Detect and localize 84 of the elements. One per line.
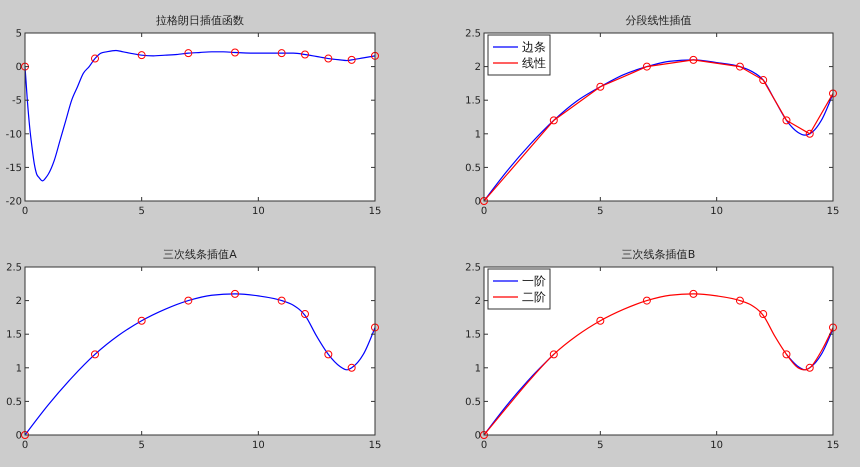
y-tick-label: 0.5 (465, 162, 481, 174)
point (301, 310, 309, 318)
y-tick-label: 2.5 (6, 262, 22, 274)
point (138, 51, 146, 60)
y-tick-label: 5 (16, 28, 22, 40)
x-tick-label: 10 (252, 206, 265, 217)
y-tick-label: 0 (474, 196, 481, 208)
y-tick-label: 1 (474, 129, 481, 140)
chart-title: 分段线性插值 (626, 14, 692, 27)
point (21, 62, 29, 71)
point (371, 323, 379, 332)
x-tick-label: 5 (138, 440, 145, 451)
y-tick-label: 1 (474, 363, 481, 374)
point (689, 56, 698, 64)
point (21, 431, 29, 439)
point (480, 431, 488, 439)
x-tick-label: 15 (826, 206, 840, 217)
point (642, 62, 651, 71)
point (348, 364, 356, 372)
y-tick-label: 1.5 (465, 96, 481, 107)
y-tick-label: -15 (6, 162, 22, 174)
x-tick-label: 10 (252, 440, 265, 451)
y-tick-label: 2 (16, 296, 22, 308)
point (301, 50, 309, 59)
point (759, 76, 768, 84)
point (324, 350, 332, 358)
point (550, 350, 558, 358)
x-tick-label: 15 (368, 440, 382, 451)
point (348, 56, 356, 64)
point (829, 89, 837, 98)
point (829, 323, 837, 332)
point (782, 116, 790, 124)
point (806, 364, 814, 372)
y-tick-label: 0.5 (6, 396, 22, 408)
point (550, 116, 558, 124)
y-tick-label: 1.5 (6, 330, 22, 341)
x-tick-label: 5 (597, 440, 604, 451)
point (184, 49, 192, 58)
point (231, 48, 239, 56)
point (759, 310, 768, 318)
y-tick-label: 0 (16, 62, 22, 74)
chart-title: 三次线条插值B (622, 248, 696, 261)
point (736, 62, 744, 71)
legend-label: 线性 (522, 56, 546, 70)
legend-label: 一阶 (522, 274, 546, 288)
point (91, 350, 99, 358)
x-tick-label: 10 (710, 440, 724, 451)
point (371, 52, 379, 60)
point (689, 290, 698, 298)
point (480, 197, 488, 205)
x-tick-label: 15 (368, 206, 382, 217)
point (138, 316, 146, 325)
y-tick-label: 0 (474, 430, 481, 442)
point (642, 296, 651, 305)
point (806, 130, 814, 138)
point (278, 49, 286, 58)
legend-label: 边条 (522, 40, 546, 54)
x-tick-label: 15 (826, 440, 840, 451)
y-tick-label: -20 (6, 196, 22, 208)
point (231, 290, 239, 298)
y-tick-label: 2.5 (465, 28, 481, 40)
legend-label: 二阶 (522, 290, 546, 304)
point (736, 296, 744, 305)
chart-title: 拉格朗日插值函数 (156, 14, 244, 27)
point (184, 296, 192, 305)
y-tick-label: 1 (16, 363, 22, 374)
y-tick-label: 0.5 (465, 396, 481, 408)
y-tick-label: -10 (6, 129, 22, 140)
point (596, 316, 604, 325)
point (596, 82, 604, 91)
x-tick-label: 10 (710, 206, 724, 217)
y-tick-label: -5 (12, 96, 22, 107)
y-tick-label: 1.5 (465, 330, 481, 341)
point (278, 296, 286, 305)
x-tick-label: 5 (138, 206, 145, 217)
point (91, 54, 99, 63)
y-tick-label: 2.5 (465, 262, 481, 274)
y-tick-label: 0 (16, 430, 22, 442)
point (782, 350, 790, 358)
x-tick-label: 5 (597, 206, 604, 217)
chart-title: 三次线条插值A (163, 248, 238, 261)
point (324, 54, 332, 63)
y-tick-label: 2 (474, 296, 481, 308)
y-tick-label: 2 (474, 62, 481, 74)
